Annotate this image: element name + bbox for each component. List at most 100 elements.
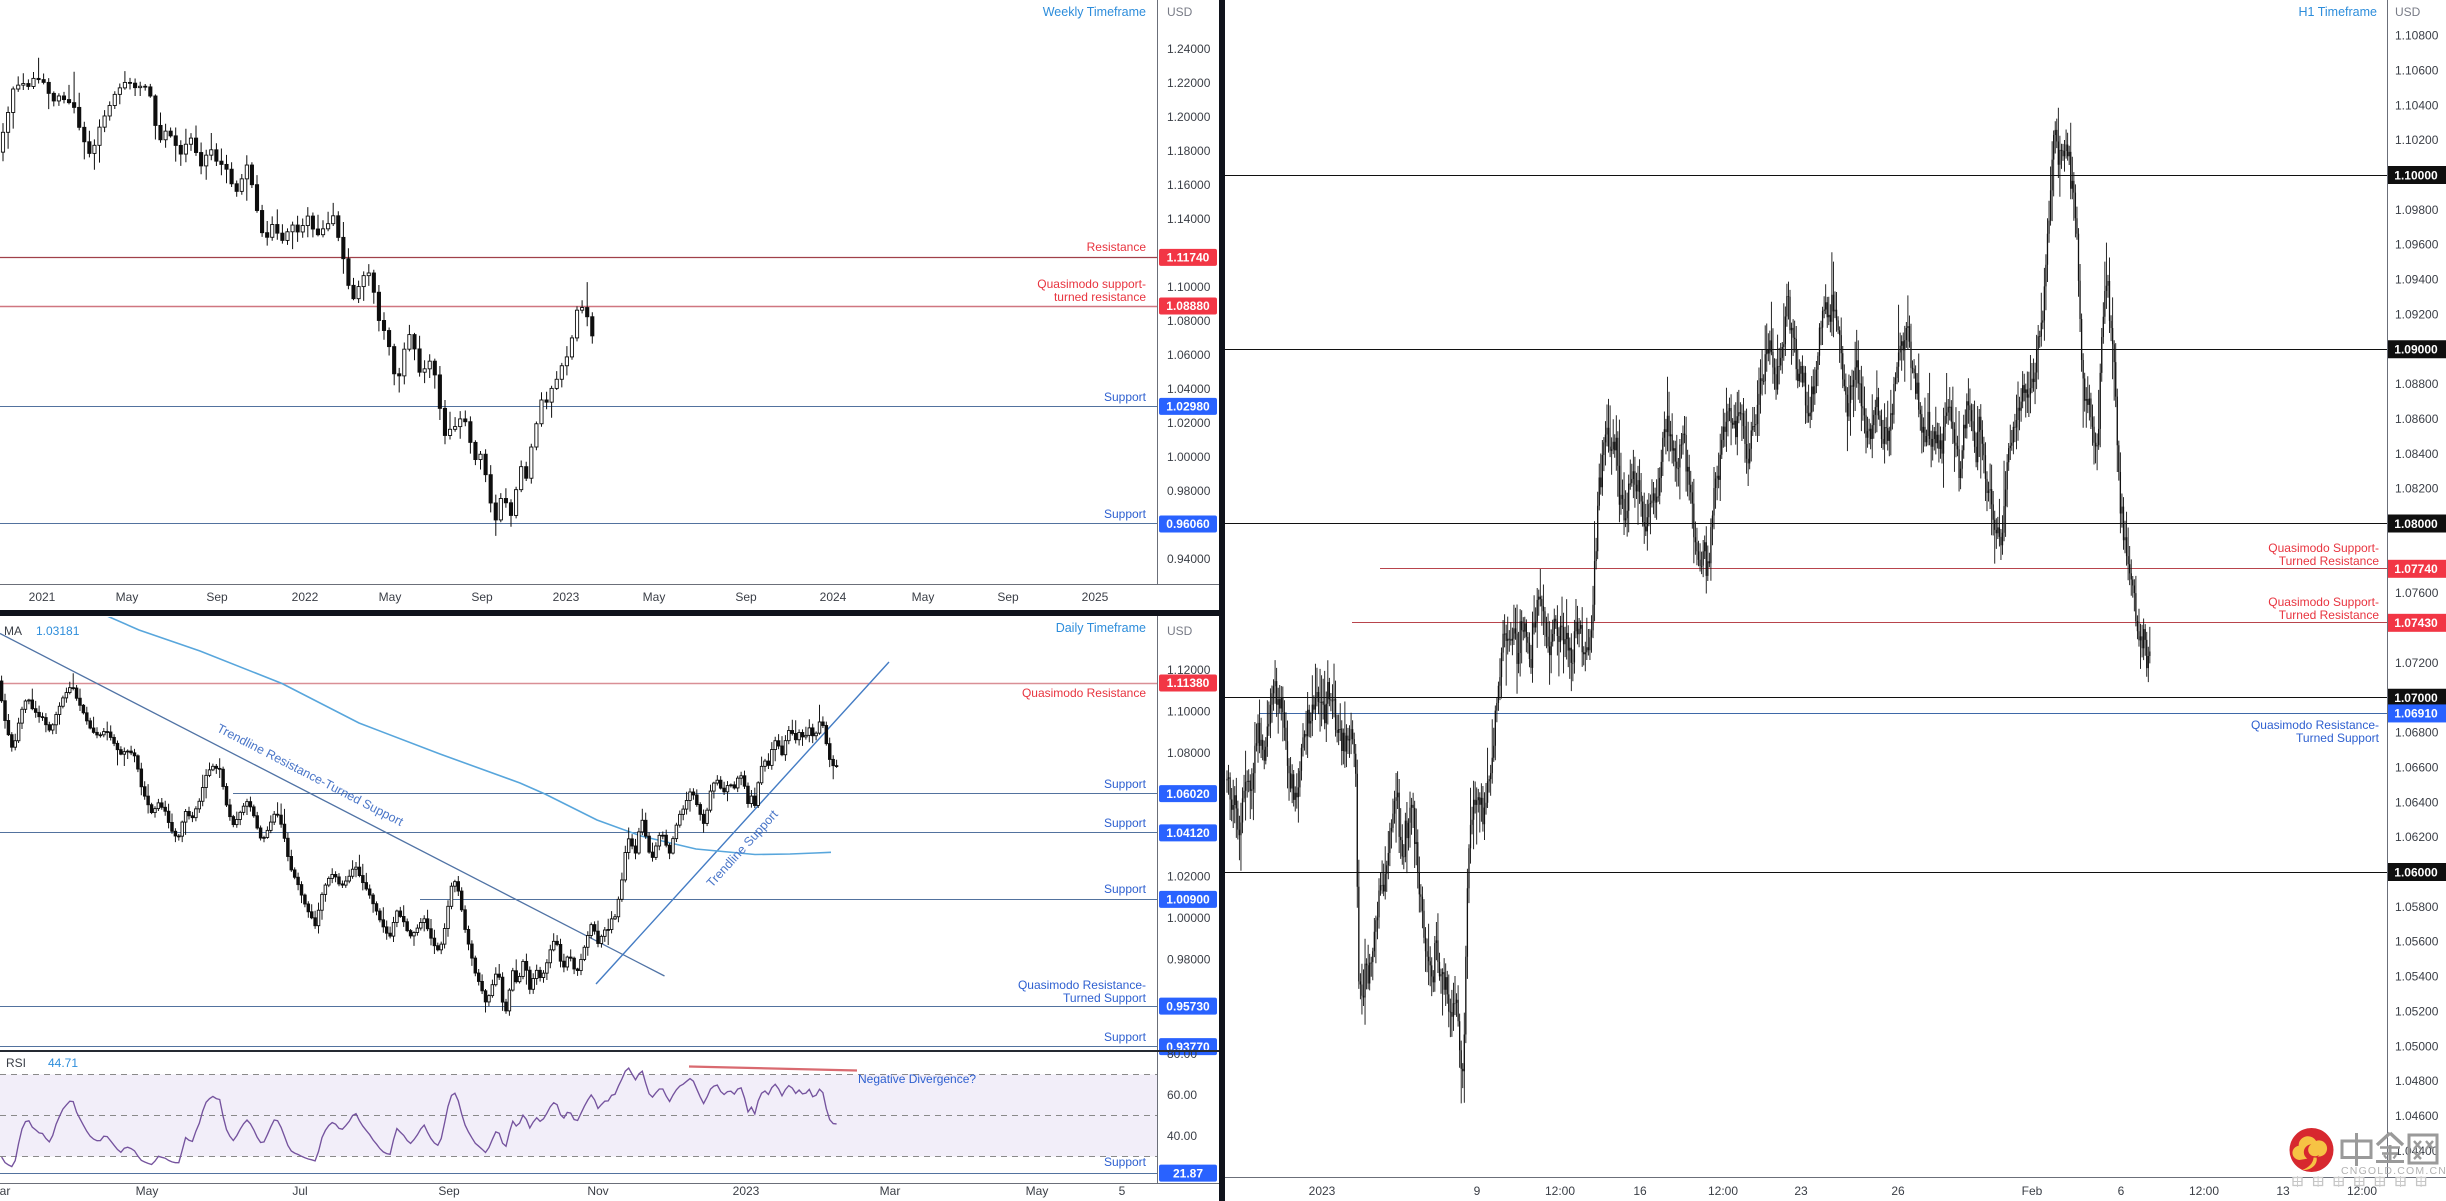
svg-text:1.06800: 1.06800 <box>2395 726 2439 740</box>
svg-text:6: 6 <box>2118 1184 2125 1198</box>
svg-text:Quasimodo support-: Quasimodo support- <box>1037 277 1146 291</box>
svg-text:Feb: Feb <box>2022 1184 2043 1198</box>
svg-text:1.04120: 1.04120 <box>1166 826 1210 840</box>
svg-text:Turned Support: Turned Support <box>1063 991 1147 1005</box>
svg-text:1.08600: 1.08600 <box>2395 412 2439 426</box>
svg-text:Quasimodo Support-: Quasimodo Support- <box>2268 595 2379 609</box>
svg-text:1.06600: 1.06600 <box>2395 760 2439 774</box>
svg-text:1.08000: 1.08000 <box>1167 314 1211 328</box>
svg-text:Daily Timeframe: Daily Timeframe <box>1056 621 1146 635</box>
svg-text:1.05600: 1.05600 <box>2395 935 2439 949</box>
svg-text:1.06910: 1.06910 <box>2394 707 2438 721</box>
svg-text:Weekly Timeframe: Weekly Timeframe <box>1043 5 1146 19</box>
svg-text:1.03181: 1.03181 <box>36 624 80 638</box>
svg-text:2025: 2025 <box>1082 590 1109 604</box>
svg-text:0.94000: 0.94000 <box>1167 552 1211 566</box>
svg-text:1.09000: 1.09000 <box>2394 343 2438 357</box>
svg-text:12:00: 12:00 <box>1708 1184 1738 1198</box>
svg-text:1.06400: 1.06400 <box>2395 795 2439 809</box>
svg-text:Support: Support <box>1104 777 1147 791</box>
svg-text:Quasimodo Resistance-: Quasimodo Resistance- <box>2251 718 2379 732</box>
svg-text:1.02980: 1.02980 <box>1166 400 1210 414</box>
svg-text:1.00000: 1.00000 <box>1167 450 1211 464</box>
svg-text:1.10000: 1.10000 <box>2394 168 2438 182</box>
svg-text:1.08000: 1.08000 <box>2394 517 2438 531</box>
svg-text:Resistance: Resistance <box>1087 240 1147 254</box>
svg-text:1.06020: 1.06020 <box>1166 787 1210 801</box>
svg-text:2023: 2023 <box>1309 1184 1336 1198</box>
svg-text:Sep: Sep <box>735 590 757 604</box>
svg-text:1.04800: 1.04800 <box>2395 1074 2439 1088</box>
svg-text:1.07430: 1.07430 <box>2394 616 2438 630</box>
svg-text:1.05800: 1.05800 <box>2395 900 2439 914</box>
svg-text:0.98000: 0.98000 <box>1167 952 1211 966</box>
svg-text:1.10800: 1.10800 <box>2395 29 2439 43</box>
svg-text:1.07740: 1.07740 <box>2394 562 2438 576</box>
svg-text:0.96060: 0.96060 <box>1166 517 1210 531</box>
svg-text:May: May <box>912 590 935 604</box>
svg-text:9: 9 <box>1474 1184 1481 1198</box>
svg-text:1.08880: 1.08880 <box>1166 299 1210 313</box>
svg-text:Negative Divergence?: Negative Divergence? <box>858 1072 976 1086</box>
svg-text:May: May <box>136 1184 159 1198</box>
svg-text:1.06000: 1.06000 <box>1167 348 1211 362</box>
svg-text:12:00: 12:00 <box>2347 1184 2377 1198</box>
svg-text:1.10600: 1.10600 <box>2395 63 2439 77</box>
svg-text:Quasimodo Resistance-: Quasimodo Resistance- <box>1018 978 1146 992</box>
svg-text:Mar: Mar <box>0 1184 10 1198</box>
svg-text:Turned Support: Turned Support <box>2296 731 2380 745</box>
svg-text:1.16000: 1.16000 <box>1167 178 1211 192</box>
svg-text:May: May <box>116 590 139 604</box>
svg-text:Sep: Sep <box>997 590 1019 604</box>
svg-text:Nov: Nov <box>587 1184 608 1198</box>
svg-text:1.18000: 1.18000 <box>1167 144 1211 158</box>
svg-text:2023: 2023 <box>553 590 580 604</box>
svg-text:2024: 2024 <box>820 590 847 604</box>
svg-text:2023: 2023 <box>733 1184 760 1198</box>
svg-text:1.24000: 1.24000 <box>1167 42 1211 56</box>
svg-text:1.10000: 1.10000 <box>1167 705 1211 719</box>
svg-text:1.08200: 1.08200 <box>2395 482 2439 496</box>
svg-text:1.10000: 1.10000 <box>1167 280 1211 294</box>
svg-text:80.00: 80.00 <box>1167 1047 1197 1061</box>
svg-text:2021: 2021 <box>29 590 56 604</box>
svg-text:May: May <box>1026 1184 1049 1198</box>
svg-text:1.08000: 1.08000 <box>1167 746 1211 760</box>
svg-text:H1 Timeframe: H1 Timeframe <box>2299 5 2378 19</box>
svg-text:13: 13 <box>2276 1184 2290 1198</box>
svg-text:1.08400: 1.08400 <box>2395 447 2439 461</box>
svg-text:0.95730: 0.95730 <box>1166 999 1210 1013</box>
svg-text:May: May <box>379 590 402 604</box>
svg-text:1.10200: 1.10200 <box>2395 133 2439 147</box>
svg-text:1.02000: 1.02000 <box>1167 870 1211 884</box>
svg-text:16: 16 <box>1633 1184 1647 1198</box>
svg-text:1.07200: 1.07200 <box>2395 656 2439 670</box>
svg-text:5: 5 <box>1119 1184 1126 1198</box>
svg-text:44.71: 44.71 <box>48 1056 78 1070</box>
svg-text:1.08800: 1.08800 <box>2395 377 2439 391</box>
svg-text:1.09600: 1.09600 <box>2395 238 2439 252</box>
svg-text:1.20000: 1.20000 <box>1167 110 1211 124</box>
svg-text:1.12000: 1.12000 <box>1167 663 1211 677</box>
svg-text:26: 26 <box>1891 1184 1905 1198</box>
svg-text:Support: Support <box>1104 390 1147 404</box>
svg-text:1.02000: 1.02000 <box>1167 416 1211 430</box>
svg-text:1.05200: 1.05200 <box>2395 1004 2439 1018</box>
svg-text:1.06000: 1.06000 <box>2394 865 2438 879</box>
svg-text:1.00000: 1.00000 <box>1167 911 1211 925</box>
svg-text:Support: Support <box>1104 816 1147 830</box>
svg-text:21.87: 21.87 <box>1173 1166 1203 1180</box>
svg-text:60.00: 60.00 <box>1167 1088 1197 1102</box>
svg-text:1.06200: 1.06200 <box>2395 830 2439 844</box>
svg-text:1.07000: 1.07000 <box>2394 691 2438 705</box>
svg-text:Sep: Sep <box>438 1184 460 1198</box>
svg-text:Support: Support <box>1104 507 1147 521</box>
svg-text:Quasimodo Resistance: Quasimodo Resistance <box>1022 686 1146 700</box>
svg-text:Support: Support <box>1104 1030 1147 1044</box>
svg-text:1.14000: 1.14000 <box>1167 212 1211 226</box>
svg-text:12:00: 12:00 <box>2189 1184 2219 1198</box>
svg-text:MA: MA <box>4 624 22 638</box>
svg-text:Support: Support <box>1104 1155 1147 1169</box>
svg-text:40.00: 40.00 <box>1167 1129 1197 1143</box>
svg-text:Mar: Mar <box>880 1184 901 1198</box>
